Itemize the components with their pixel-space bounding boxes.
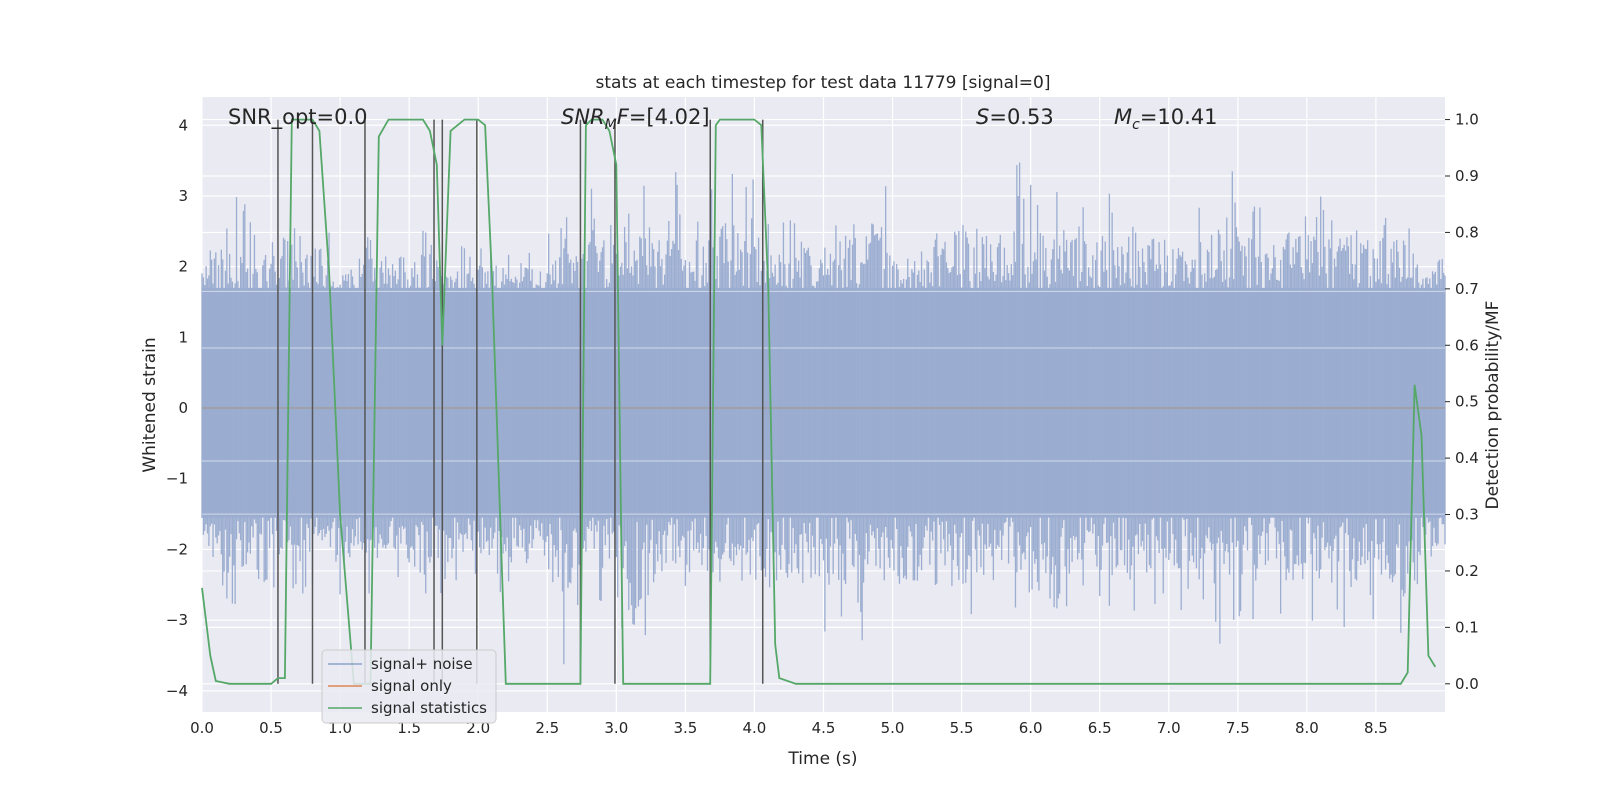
x-tick-label: 7.0	[1157, 719, 1181, 737]
legend-label-signal-noise: signal+ noise	[371, 655, 473, 673]
y-left-tick-label: 4	[178, 116, 188, 134]
y-right-tick-label: 1.0	[1455, 111, 1479, 129]
y-left-tick-label: 2	[178, 258, 188, 276]
x-tick-label: 4.5	[812, 719, 836, 737]
annotation-mc: Mc=10.41	[1114, 105, 1218, 133]
y-right-tick-label: 0.0	[1455, 675, 1479, 693]
x-axis-label: Time (s)	[787, 749, 857, 769]
annotation-snr-opt: SNR_opt=0.0	[228, 105, 368, 130]
y-right-tick-label: 0.2	[1455, 562, 1479, 580]
x-tick-label: 0.0	[190, 719, 214, 737]
x-tick-label: 6.0	[1019, 719, 1043, 737]
legend-label-signal-only: signal only	[371, 677, 452, 695]
legend-label-signal-statistics: signal statistics	[371, 699, 487, 717]
legend: signal+ noise signal only signal statist…	[321, 649, 497, 724]
y-left-tick-label: 3	[178, 187, 188, 205]
y-left-tick-label: −4	[166, 682, 188, 700]
y-axis-label-right: Detection probability/MF	[1483, 301, 1503, 510]
annotation-mc-sub: c	[1132, 117, 1140, 133]
y-left-tick-label: 0	[178, 399, 188, 417]
y-right-tick-label: 0.6	[1455, 336, 1479, 354]
y-right-tick-label: 0.9	[1455, 167, 1479, 185]
annotation-s-value: =0.53	[989, 105, 1053, 129]
annotation-snr-mf-italic: SNR	[561, 105, 605, 129]
x-tick-label: 8.0	[1295, 719, 1319, 737]
annotation-mc-italic: M	[1114, 105, 1132, 129]
y-right-tick-label: 0.4	[1455, 449, 1479, 467]
chart-title: stats at each timestep for test data 117…	[596, 73, 1051, 93]
x-tick-label: 0.5	[259, 719, 283, 737]
legend-box	[321, 649, 497, 724]
y-left-tick-label: −2	[166, 540, 188, 558]
x-tick-label: 7.5	[1226, 719, 1250, 737]
annotation-s: S=0.53	[976, 105, 1054, 129]
signal-statistics-series	[201, 118, 1437, 685]
y-right-tick-label: 0.8	[1455, 223, 1479, 241]
annotation-snr-mf-value: =[4.02]	[629, 105, 710, 129]
annotation-snr-mf: SNRMF=[4.02]	[561, 105, 710, 133]
y-right-tick-label: 0.5	[1455, 393, 1479, 411]
x-tick-labels: 0.0 0.5 1.0 1.5 2.0 2.5 3.0 3.5 4.0 4.5 5.0 5.5 6.0 6…	[190, 719, 1388, 737]
x-tick-label: 6.5	[1088, 719, 1112, 737]
y-right-tick-label: 0.3	[1455, 506, 1479, 524]
x-tick-label: 5.0	[881, 719, 905, 737]
signal-statistics-line	[201, 118, 1437, 685]
annotation-mc-value: =10.41	[1140, 105, 1218, 129]
y-left-tick-labels: −4 −3 −2 −1 0 1 2 3 4	[166, 116, 188, 700]
x-tick-label: 4.0	[743, 719, 767, 737]
y-left-tick-label: −3	[166, 611, 188, 629]
x-tick-label: 2.5	[535, 719, 559, 737]
x-tick-label: 5.5	[950, 719, 974, 737]
x-tick-label: 8.5	[1364, 719, 1388, 737]
y-left-tick-label: −1	[166, 470, 188, 488]
y-axis-label-left: Whitened strain	[140, 337, 160, 472]
x-tick-label: 3.5	[673, 719, 697, 737]
y-right-tick-labels: 0.0 0.1 0.2 0.3 0.4 0.5 0.6 0.7 0.8 0.9 1.0	[1445, 111, 1479, 693]
x-tick-label: 3.0	[604, 719, 628, 737]
annotation-snr-mf-sub: M	[605, 117, 617, 133]
annotation-snr-mf-italic2: F	[617, 105, 630, 129]
y-left-tick-label: 1	[178, 328, 188, 346]
annotation-s-italic: S	[976, 105, 989, 129]
y-right-tick-label: 0.7	[1455, 280, 1479, 298]
y-right-tick-label: 0.1	[1455, 618, 1479, 636]
vertical-markers	[277, 119, 764, 684]
